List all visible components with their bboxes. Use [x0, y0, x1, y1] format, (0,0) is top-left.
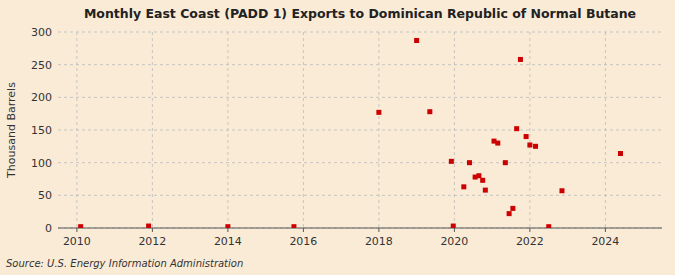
- point: [225, 224, 230, 228]
- x-grid-line: [227, 32, 228, 228]
- point: [510, 206, 515, 211]
- point: [376, 110, 381, 115]
- x-tick-label: 2014: [214, 235, 242, 248]
- y-tick-label: 150: [31, 124, 52, 137]
- x-tick-mark: [378, 228, 379, 232]
- point: [146, 224, 151, 228]
- background: [0, 0, 675, 275]
- x-tick-label: 2010: [63, 235, 91, 248]
- point: [524, 134, 529, 139]
- point: [533, 144, 538, 149]
- y-grid-line: [58, 64, 662, 65]
- point: [291, 224, 296, 228]
- source-note: Source: U.S. Energy Information Administ…: [6, 258, 243, 269]
- x-grid-line: [605, 32, 606, 228]
- x-tick-mark: [529, 228, 530, 232]
- point: [559, 188, 564, 193]
- point: [618, 151, 623, 156]
- x-tick-mark: [454, 228, 455, 232]
- y-axis-label: Thousand Barrels: [5, 82, 18, 179]
- x-grid-line: [454, 32, 455, 228]
- point: [451, 224, 456, 228]
- x-tick-mark: [152, 228, 153, 232]
- point: [495, 141, 500, 146]
- y-grid-line: [58, 32, 662, 33]
- point: [449, 159, 454, 164]
- point: [527, 143, 532, 148]
- point: [503, 160, 508, 165]
- point: [78, 224, 83, 228]
- chart-svg: 0 50 100 150 200 250 300 2010 2012 2014 2016 2018 20…: [0, 0, 675, 275]
- x-tick-label: 2012: [138, 235, 166, 248]
- x-tick-label: 2020: [440, 235, 468, 248]
- point: [467, 160, 472, 165]
- x-tick-mark: [303, 228, 304, 232]
- grid: [58, 32, 662, 228]
- y-grid-line: [58, 130, 662, 131]
- y-tick-label: 300: [31, 26, 52, 39]
- y-tick-label: 250: [31, 59, 52, 72]
- title: Monthly East Coast (PADD 1) Exports to D…: [84, 6, 636, 21]
- x-grid-line: [303, 32, 304, 228]
- x-tick-label: 2024: [591, 235, 619, 248]
- point: [427, 109, 432, 114]
- point: [480, 178, 485, 183]
- x-tick-label: 2022: [516, 235, 544, 248]
- x-tick-mark: [605, 228, 606, 232]
- x-tick-label: 2018: [365, 235, 393, 248]
- point: [514, 126, 519, 131]
- point: [546, 224, 551, 228]
- x-tick-mark: [76, 228, 77, 232]
- y-tick-label: 0: [45, 222, 52, 235]
- x-tick-label: 2016: [289, 235, 317, 248]
- x-grid-line: [378, 32, 379, 228]
- y-grid-line: [58, 97, 662, 98]
- x-grid-line: [76, 32, 77, 228]
- y-tick-label: 50: [38, 189, 52, 202]
- x-tick-mark: [227, 228, 228, 232]
- point: [518, 57, 523, 62]
- points: [78, 38, 623, 228]
- y-grid-line: [58, 162, 662, 163]
- x-grid-line: [529, 32, 530, 228]
- y-tick-label: 200: [31, 91, 52, 104]
- y-tick-label: 100: [31, 157, 52, 170]
- point: [461, 184, 466, 189]
- point: [476, 173, 481, 178]
- point: [414, 38, 419, 43]
- y-grid-line: [58, 195, 662, 196]
- point: [507, 211, 512, 216]
- chart-container: 0 50 100 150 200 250 300 2010 2012 2014 2016 2018 20…: [0, 0, 675, 275]
- point: [483, 188, 488, 193]
- x-grid-line: [152, 32, 153, 228]
